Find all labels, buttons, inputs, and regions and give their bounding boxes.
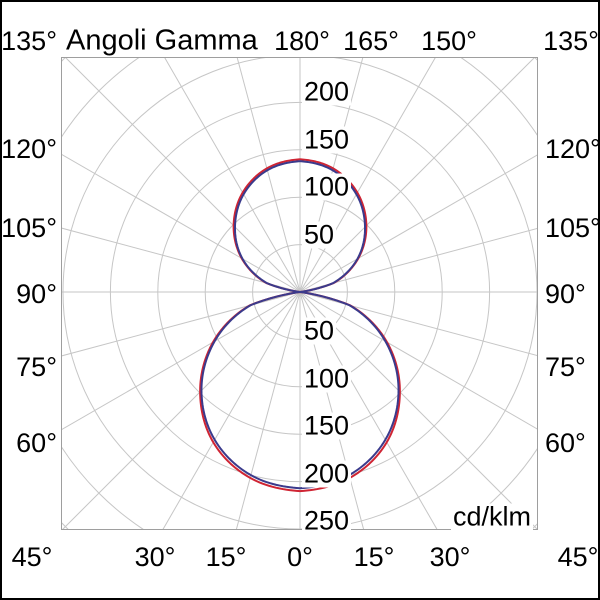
- gamma-grid-line: [61, 291, 301, 431]
- gamma-grid-line: [299, 57, 536, 293]
- gamma-grid-line: [299, 291, 365, 530]
- radial-value-label: 50: [302, 315, 337, 346]
- curve-blue: [200, 160, 400, 490]
- radial-value-label: 100: [302, 363, 352, 394]
- gamma-grid-line: [163, 57, 301, 293]
- polar-chart: [61, 57, 538, 530]
- gamma-label-top: 165°: [343, 25, 399, 56]
- gamma-label-left: 90°: [16, 278, 57, 309]
- gamma-label-bottom: 0°: [287, 541, 313, 572]
- plot-border: [61, 57, 538, 530]
- gamma-label-left: 60°: [16, 427, 57, 458]
- gamma-grid-line: [64, 57, 301, 293]
- gamma-grid-line: [299, 154, 538, 293]
- radial-value-label: 250: [302, 505, 352, 536]
- gamma-label-right: 120°: [545, 133, 600, 164]
- gamma-label-left: 120°: [1, 133, 57, 164]
- gamma-label-bottom: 15°: [353, 541, 395, 572]
- radial-value-label: 150: [302, 124, 352, 155]
- gamma-grid-line: [61, 227, 301, 293]
- radial-value-label: 150: [302, 410, 352, 441]
- gamma-grid-line: [299, 291, 538, 430]
- gamma-label-bottom: 15°: [205, 541, 247, 572]
- gamma-grid-line: [61, 153, 301, 293]
- gamma-grid-line: [299, 291, 538, 530]
- gamma-label-bottom: 30°: [134, 541, 176, 572]
- unit-label: cd/klm: [450, 501, 533, 532]
- radial-value-label: 50: [302, 219, 337, 250]
- gamma-label-left: 105°: [1, 212, 57, 243]
- gamma-label-bottom: 45°: [11, 541, 53, 572]
- chart-title: Angoli Gamma: [66, 24, 258, 57]
- gamma-grid-line: [299, 291, 538, 357]
- gamma-label-right: 60°: [545, 427, 586, 458]
- gamma-label-top: 150°: [421, 25, 477, 56]
- gamma-label-bottom: 45°: [557, 541, 599, 572]
- gamma-label-right: 105°: [545, 212, 600, 243]
- gamma-grid-line: [235, 291, 301, 530]
- radial-value-label: 200: [302, 458, 352, 489]
- gamma-grid-line: [162, 291, 301, 530]
- gamma-label-top-left: 135°: [1, 25, 57, 56]
- gamma-label-left: 75°: [16, 351, 57, 382]
- gamma-grid-line: [61, 291, 301, 357]
- gamma-label-right: 90°: [545, 278, 586, 309]
- radial-value-label: 100: [302, 171, 352, 202]
- gamma-grid-line: [61, 291, 301, 530]
- gamma-label-top: 135°: [543, 25, 599, 56]
- gamma-label-bottom: 30°: [429, 541, 471, 572]
- radial-value-label: 200: [302, 76, 352, 107]
- gamma-grid-line: [299, 227, 538, 293]
- gamma-grid-line: [236, 57, 301, 293]
- gamma-label-right: 75°: [545, 351, 586, 382]
- gamma-label-top: 180°: [274, 25, 330, 56]
